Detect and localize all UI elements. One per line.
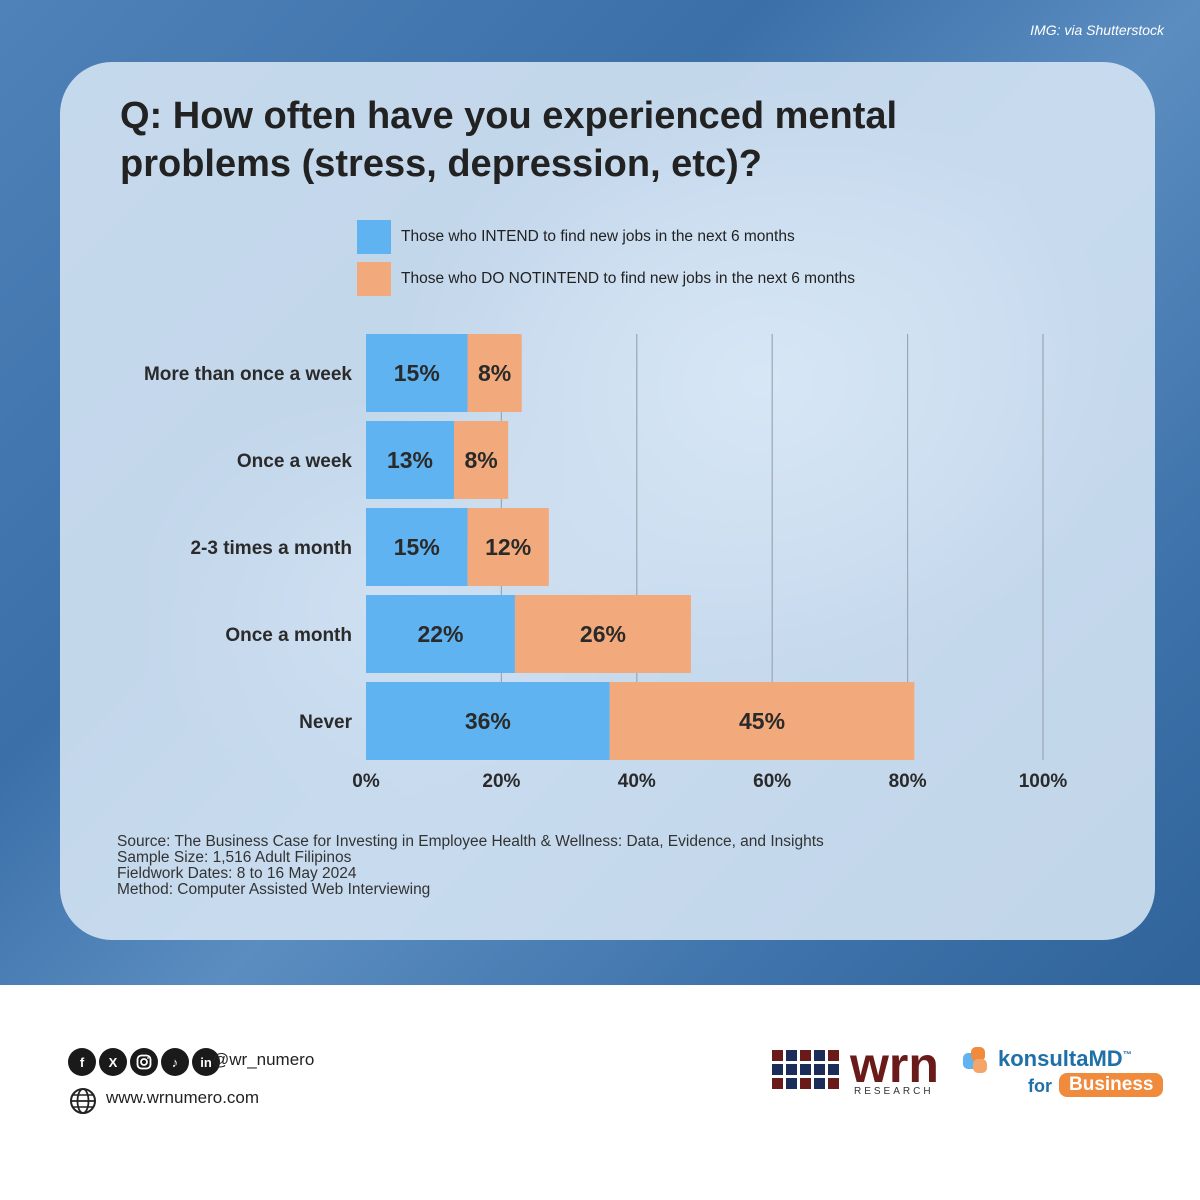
wrn-logo-text: wrn [849, 1046, 939, 1093]
chart-card [60, 62, 1155, 940]
legend-label-not-intend: Those who DO NOTINTEND to find new jobs … [401, 270, 855, 287]
data-label: 15% [394, 534, 440, 560]
logo-square [814, 1078, 825, 1089]
bar-intend [366, 508, 468, 586]
konsultamd-business-badge: Business [1059, 1073, 1164, 1097]
legend-label-intend: Those who INTEND to find new jobs in the… [401, 228, 795, 245]
konsultamd-logo: konsultaMD™ for Business [960, 1042, 1164, 1102]
bar-not-intend [454, 421, 509, 499]
logo-square [800, 1078, 811, 1089]
x-tick-label: 20% [482, 771, 520, 792]
logo-square [800, 1050, 811, 1061]
social-icons: f X ♪ in [68, 1048, 220, 1076]
website-link[interactable]: www.wrnumero.com [106, 1088, 260, 1107]
legend-swatch-intend [357, 220, 391, 254]
data-label: 13% [387, 447, 433, 473]
category-label: 2-3 times a month [190, 538, 352, 559]
source-notes: Source: The Business Case for Investing … [117, 834, 824, 898]
data-label: 8% [464, 447, 497, 473]
logo-square [800, 1064, 811, 1075]
logo-square [828, 1078, 839, 1089]
bar-intend [366, 682, 610, 760]
bar-not-intend [609, 682, 915, 760]
x-tick-label: 80% [889, 771, 927, 792]
x-icon[interactable]: X [99, 1048, 127, 1076]
bar-not-intend [467, 508, 549, 586]
category-label: Once a week [237, 451, 353, 472]
chart-labels: 0% 20% 40% 60% 80% 100% More than once a week 1… [144, 360, 1067, 792]
konsultamd-logo-mark [963, 1047, 987, 1073]
konsultamd-for: for [1028, 1076, 1052, 1096]
facebook-icon[interactable]: f [68, 1048, 96, 1076]
legend-item-not-intend: Those who DO NOTINTEND to find new jobs … [357, 262, 855, 296]
data-label: 22% [417, 621, 463, 647]
social-handle[interactable]: @wr_numero [212, 1050, 315, 1069]
bar-intend [366, 334, 468, 412]
logo-square [772, 1064, 783, 1075]
logo-square [814, 1064, 825, 1075]
data-label: 12% [485, 534, 531, 560]
instagram-icon[interactable] [130, 1048, 158, 1076]
fieldwork-dates-line: Fieldwork Dates: 8 to 16 May 2024 [117, 865, 357, 882]
wrn-logo-subtext: RESEARCH [854, 1086, 934, 1096]
bar-intend [366, 595, 515, 673]
logo-square [814, 1050, 825, 1061]
method-line: Method: Computer Assisted Web Interviewi… [117, 881, 431, 898]
x-tick-label: 0% [352, 771, 380, 792]
logo-square [772, 1078, 783, 1089]
image-credit: IMG: via Shutterstock [1030, 22, 1164, 38]
x-tick-label: 40% [618, 771, 656, 792]
konsultamd-name: konsultaMD™ [998, 1046, 1132, 1071]
category-label: More than once a week [144, 364, 352, 385]
bar-intend [366, 421, 455, 499]
footer [0, 985, 1200, 1200]
data-label: 26% [580, 621, 626, 647]
legend-item-intend: Those who INTEND to find new jobs in the… [357, 220, 795, 254]
x-tick-label: 100% [1019, 771, 1068, 792]
sample-size-line: Sample Size: 1,516 Adult Filipinos [117, 849, 352, 866]
linkedin-icon[interactable]: in [192, 1048, 220, 1076]
logo-square [786, 1064, 797, 1075]
data-label: 15% [394, 360, 440, 386]
legend-swatch-not-intend [357, 262, 391, 296]
logo-square [786, 1050, 797, 1061]
category-label: Never [299, 712, 352, 733]
bars [366, 334, 915, 760]
logo-square [828, 1050, 839, 1061]
wrn-research-logo: wrn RESEARCH [772, 1046, 939, 1096]
logo-square [828, 1064, 839, 1075]
logo-square [786, 1078, 797, 1089]
chart-title: Q: How often have you experienced mental… [120, 95, 898, 185]
data-label: 45% [739, 708, 785, 734]
bar-not-intend [514, 595, 691, 673]
wrn-logo-mark [772, 1050, 839, 1089]
logo-square [772, 1050, 783, 1061]
category-label: Once a month [225, 625, 352, 646]
data-label: 36% [465, 708, 511, 734]
data-label: 8% [478, 360, 511, 386]
bar-chart: 0% 20% 40% 60% 80% 100% More than once a week 1… [144, 334, 1067, 792]
x-tick-label: 60% [753, 771, 791, 792]
globe-icon [70, 1088, 96, 1114]
source-line: Source: The Business Case for Investing … [117, 833, 824, 850]
tiktok-icon[interactable]: ♪ [161, 1048, 189, 1076]
bar-not-intend [467, 334, 522, 412]
